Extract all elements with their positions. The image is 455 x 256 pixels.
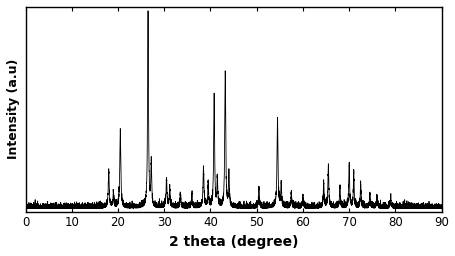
Y-axis label: Intensity (a.u): Intensity (a.u)	[7, 59, 20, 159]
X-axis label: 2 theta (degree): 2 theta (degree)	[168, 235, 298, 249]
